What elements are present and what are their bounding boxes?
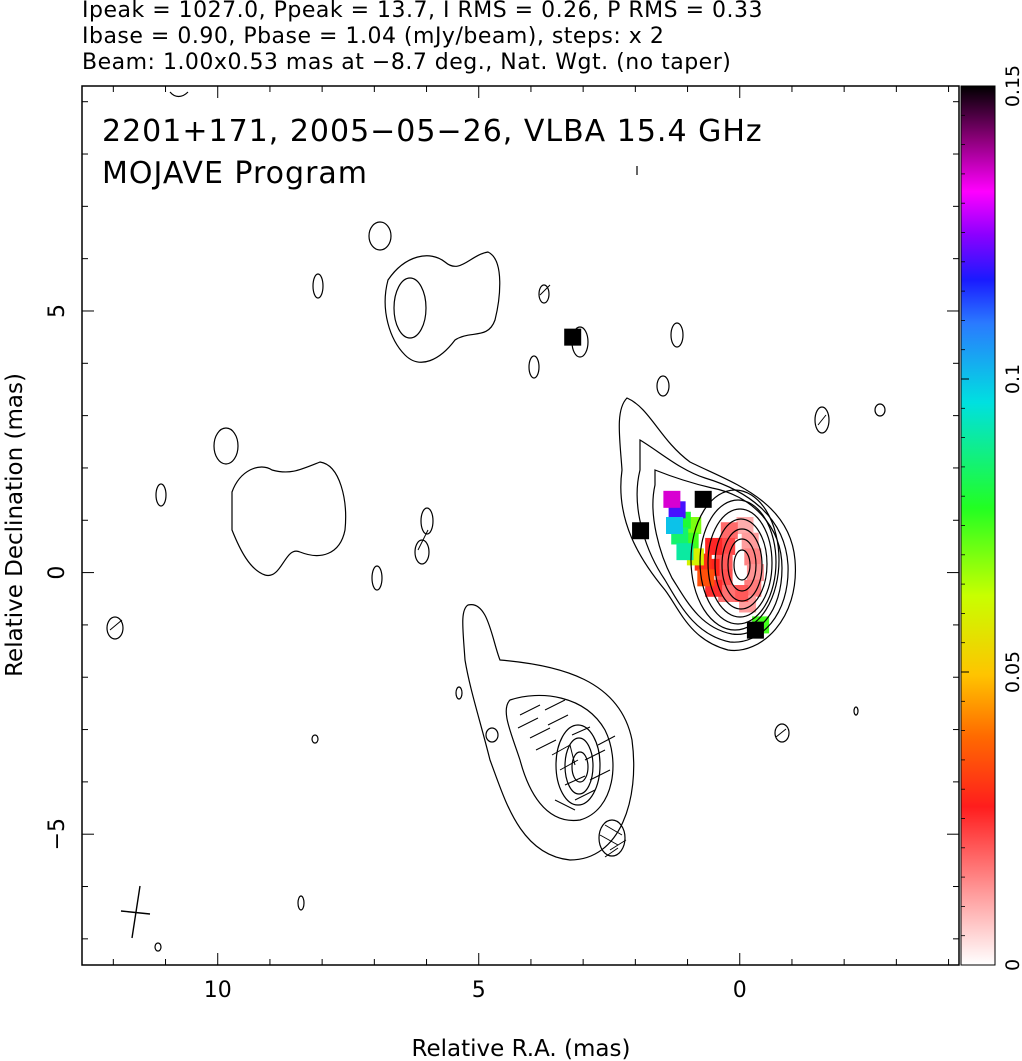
y-tick-label: 0: [45, 566, 70, 580]
contour-lines: [106, 91, 886, 952]
polarization-pixel: [718, 585, 736, 603]
x-tick-label: 5: [472, 978, 486, 1003]
colorbar-ticks: 0 0.05 0.1 0.15: [961, 65, 1022, 971]
polarization-pixel: [720, 522, 738, 540]
y-tick-label: −5: [45, 818, 70, 850]
colorbar-tick-label: 0: [1002, 959, 1022, 971]
polarization-pixel: [694, 490, 712, 508]
polarization-pixel: [632, 522, 650, 540]
colorbar-tick-label: 0.05: [1002, 651, 1022, 693]
header-line-2: Ibase = 0.90, Pbase = 1.04 (mJy/beam), s…: [82, 24, 665, 49]
polarization-pixel: [663, 490, 681, 508]
x-tick-label: 0: [733, 978, 747, 1003]
header-line-1: Ipeak = 1027.0, Ppeak = 13.7, I RMS = 0.…: [82, 0, 763, 23]
polarization-pixel: [741, 532, 759, 550]
polarization-pixel: [676, 543, 694, 561]
colorbar-tick-label: 0.1: [1002, 364, 1022, 394]
plot-frame: [81, 85, 960, 966]
polarization-pixel: [665, 517, 683, 534]
beam-marker: [120, 885, 151, 939]
polarization-pixel: [744, 579, 762, 597]
axes: 10 5 0 5 0 −5: [45, 86, 959, 1003]
plot-title: 2201+171, 2005−05−26, VLBA 15.4 GHz: [102, 114, 763, 149]
y-axis-label: Relative Declination (mas): [2, 373, 28, 677]
plot-subtitle: MOJAVE Program: [102, 156, 368, 191]
polarization-pixels: [564, 328, 770, 639]
x-tick-label: 10: [204, 978, 232, 1003]
evpa-vectors: [109, 284, 827, 858]
x-axis-label: Relative R.A. (mas): [412, 1036, 631, 1061]
polarization-pixel: [744, 548, 762, 566]
polarization-pixel: [718, 537, 736, 555]
polarization-pixel: [731, 585, 749, 603]
colorbar-tick-label: 0.15: [1002, 65, 1022, 107]
colorbar: [960, 85, 996, 966]
header-line-3: Beam: 1.00x0.53 mas at −8.7 deg., Nat. W…: [82, 50, 732, 75]
y-tick-label: 5: [45, 304, 70, 318]
polarization-pixel: [705, 537, 723, 555]
